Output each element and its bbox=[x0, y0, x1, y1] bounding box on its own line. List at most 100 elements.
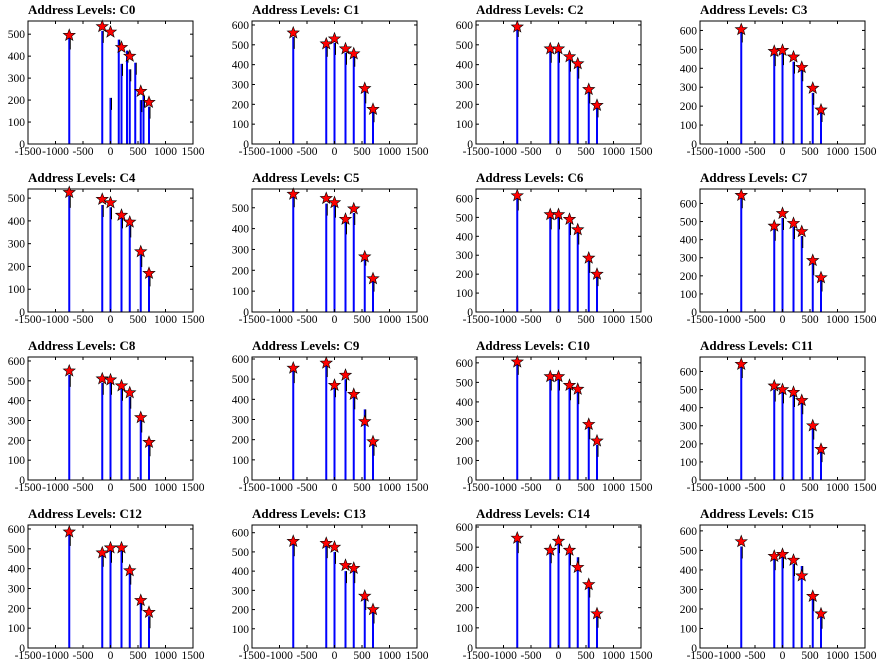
chart-panel: Address Levels: C0 -1500 -1000 -500 0 500 1000… bbox=[0, 0, 224, 168]
star-marker bbox=[123, 385, 137, 399]
x-tick-label: -1000 bbox=[490, 482, 517, 494]
chart-title: Address Levels: C5 bbox=[252, 170, 360, 185]
x-tick-label: 500 bbox=[129, 314, 147, 326]
x-tick-label: 1000 bbox=[378, 314, 401, 326]
x-tick-label: 1000 bbox=[826, 146, 849, 158]
y-tick-label: 600 bbox=[456, 358, 474, 370]
y-tick-label: 400 bbox=[456, 397, 474, 409]
x-tick-label: 500 bbox=[577, 314, 595, 326]
y-tick-label: 500 bbox=[8, 544, 26, 556]
y-tick-label: 100 bbox=[232, 624, 250, 636]
y-tick-label: 300 bbox=[680, 584, 698, 596]
y-tick-label: 200 bbox=[456, 269, 474, 281]
star-marker bbox=[142, 435, 156, 449]
chart-title: Address Levels: C2 bbox=[476, 2, 584, 17]
star-marker bbox=[114, 208, 129, 221]
y-tick-label: 500 bbox=[456, 542, 474, 554]
chart-panel: Address Levels: C10 -1500 -1000 -500 0 500 100… bbox=[448, 336, 672, 504]
y-tick-label: 200 bbox=[456, 99, 474, 111]
y-tick-label: 600 bbox=[680, 366, 698, 378]
x-tick-label: -1000 bbox=[266, 146, 293, 158]
y-tick-label: 400 bbox=[8, 396, 26, 408]
star-marker bbox=[338, 41, 353, 55]
x-tick-label: 1500 bbox=[182, 482, 205, 494]
star-marker bbox=[286, 187, 300, 200]
y-tick-label: 500 bbox=[8, 376, 26, 388]
x-tick-label: -1000 bbox=[42, 482, 69, 494]
star-marker bbox=[582, 577, 596, 591]
star-marker bbox=[510, 19, 524, 33]
star-marker bbox=[582, 82, 596, 96]
chart-title: Address Levels: C10 bbox=[476, 338, 590, 353]
y-tick-label: 600 bbox=[456, 522, 474, 534]
chart-panel: Address Levels: C5 -1500 -1000 -500 0 500 1000… bbox=[224, 168, 448, 336]
x-tick-label: 1500 bbox=[854, 314, 877, 326]
star-marker bbox=[319, 36, 333, 50]
y-tick-label: 0 bbox=[467, 307, 473, 319]
star-marker bbox=[590, 606, 604, 620]
x-tick-label: 1000 bbox=[378, 482, 401, 494]
star-marker bbox=[358, 81, 372, 95]
y-tick-label: 600 bbox=[232, 354, 250, 366]
chart-title: Address Levels: C3 bbox=[700, 2, 808, 17]
x-tick-label: -500 bbox=[744, 482, 765, 494]
x-tick-label: 0 bbox=[332, 482, 338, 494]
y-tick-label: 200 bbox=[8, 261, 26, 273]
star-marker bbox=[806, 253, 820, 267]
y-tick-label: 300 bbox=[8, 415, 26, 427]
star-marker bbox=[62, 363, 76, 377]
chart-plot: -1500 -1000 -500 0 500 1000 1500 0 100 200 300 400 5… bbox=[232, 20, 429, 158]
star-marker bbox=[142, 605, 156, 619]
x-tick-label: 500 bbox=[353, 314, 371, 326]
x-tick-label: -1500 bbox=[463, 482, 490, 494]
x-tick-label: 1000 bbox=[602, 650, 625, 662]
star-marker bbox=[142, 95, 156, 108]
y-tick-label: 400 bbox=[8, 51, 26, 63]
y-tick-label: 0 bbox=[467, 643, 473, 655]
y-tick-label: 0 bbox=[243, 475, 249, 487]
x-tick-label: 0 bbox=[556, 482, 562, 494]
y-tick-label: 100 bbox=[232, 119, 250, 131]
star-marker bbox=[347, 387, 361, 401]
star-marker bbox=[338, 558, 353, 572]
x-tick-label: 1000 bbox=[378, 650, 401, 662]
x-tick-label: 1000 bbox=[826, 650, 849, 662]
y-tick-label: 300 bbox=[232, 244, 250, 256]
x-tick-label: 1000 bbox=[378, 146, 401, 158]
y-tick-label: 100 bbox=[680, 120, 698, 132]
chart-plot: -1500 -1000 -500 0 500 1000 1500 0 100 200 300 400 5… bbox=[680, 524, 877, 662]
y-tick-label: 400 bbox=[232, 224, 250, 236]
y-tick-label: 100 bbox=[8, 117, 26, 129]
x-tick-label: 1500 bbox=[854, 146, 877, 158]
star-marker bbox=[786, 49, 801, 63]
x-tick-label: 1500 bbox=[406, 146, 429, 158]
y-tick-label: 200 bbox=[680, 101, 698, 113]
star-marker bbox=[366, 434, 380, 448]
star-marker bbox=[734, 188, 748, 202]
chart-plot: -1500 -1000 -500 0 500 1000 1500 0 100 200 300 400 5… bbox=[456, 19, 653, 158]
x-tick-label: -1000 bbox=[266, 650, 293, 662]
chart-title: Address Levels: C12 bbox=[28, 506, 142, 521]
chart-panel: Address Levels: C8 -1500 -1000 -500 0 500 1000… bbox=[0, 336, 224, 504]
chart-plot: -1500 -1000 -500 0 500 1000 1500 0 100 200 300 400 5… bbox=[456, 522, 653, 662]
x-tick-label: -500 bbox=[72, 146, 93, 158]
chart-panel: Address Levels: C9 -1500 -1000 -500 0 500 1000… bbox=[224, 336, 448, 504]
chart-title: Address Levels: C13 bbox=[252, 506, 366, 521]
x-tick-label: -1000 bbox=[714, 146, 741, 158]
y-tick-label: 0 bbox=[243, 643, 249, 655]
y-tick-label: 100 bbox=[8, 623, 26, 635]
star-marker bbox=[510, 188, 524, 202]
star-marker bbox=[775, 382, 790, 396]
chart-plot: -1500 -1000 -500 0 500 1000 1500 0 100 200 300 400 5… bbox=[232, 524, 429, 662]
x-tick-label: -1000 bbox=[714, 482, 741, 494]
y-tick-label: 500 bbox=[232, 203, 250, 215]
x-tick-label: -1500 bbox=[239, 146, 266, 158]
x-tick-label: 0 bbox=[780, 314, 786, 326]
star-marker bbox=[734, 534, 748, 548]
chart-panel: Address Levels: C1 -1500 -1000 -500 0 500 1000… bbox=[224, 0, 448, 168]
star-marker bbox=[95, 545, 109, 559]
star-marker bbox=[806, 418, 820, 432]
x-tick-label: -1500 bbox=[463, 146, 490, 158]
x-tick-label: 1000 bbox=[154, 482, 177, 494]
x-tick-label: 0 bbox=[108, 650, 114, 662]
